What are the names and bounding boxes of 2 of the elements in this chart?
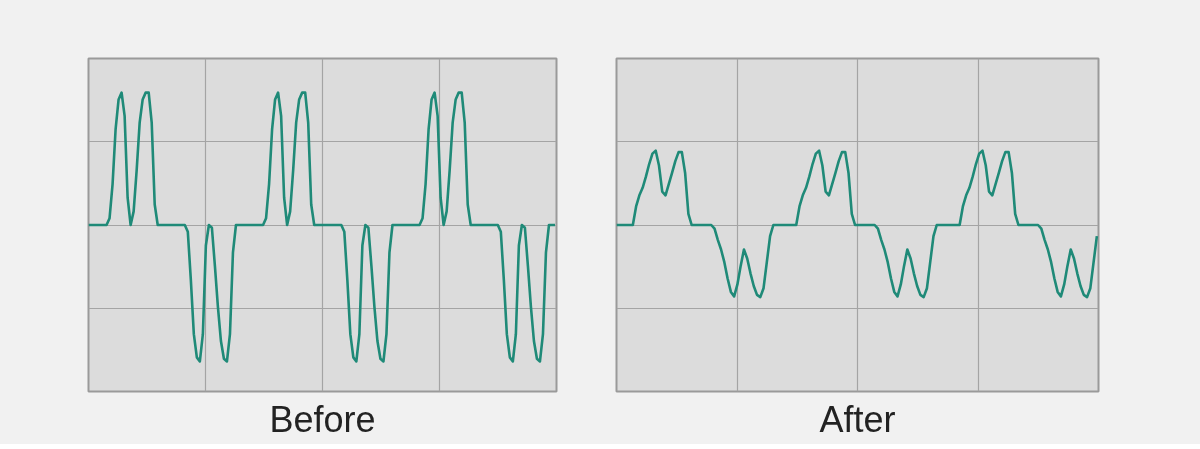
- text: Before: [269, 398, 376, 440]
- text: After: [819, 398, 896, 440]
